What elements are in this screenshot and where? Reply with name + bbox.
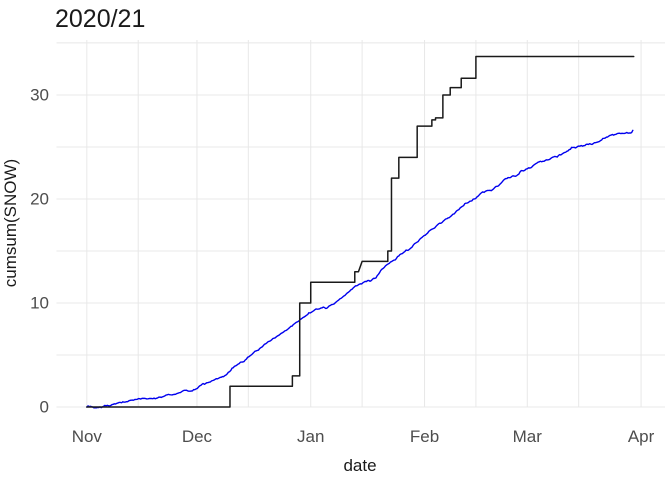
svg-text:date: date	[343, 456, 376, 475]
svg-text:30: 30	[30, 86, 49, 105]
svg-text:Nov: Nov	[72, 427, 103, 446]
svg-text:20: 20	[30, 190, 49, 209]
svg-text:Mar: Mar	[513, 427, 543, 446]
svg-text:2020/21: 2020/21	[55, 5, 145, 33]
svg-text:Jan: Jan	[297, 427, 324, 446]
svg-text:10: 10	[30, 294, 49, 313]
svg-text:Apr: Apr	[628, 427, 655, 446]
svg-text:0: 0	[40, 398, 49, 417]
svg-text:Feb: Feb	[410, 427, 439, 446]
svg-text:cumsum(SNOW): cumsum(SNOW)	[1, 159, 20, 287]
svg-text:Dec: Dec	[182, 427, 213, 446]
